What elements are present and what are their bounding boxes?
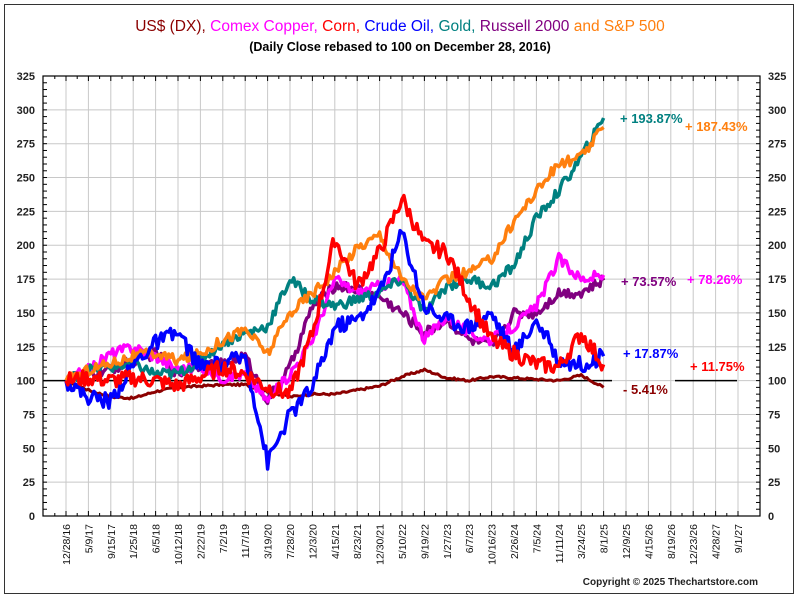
- x-tick-label: 10/12/18: [173, 524, 185, 565]
- y-tick-label-right: 325: [768, 71, 786, 83]
- y-tick-label-left: 175: [17, 274, 35, 286]
- y-tick-label-left: 300: [17, 105, 35, 117]
- y-tick-label-right: 100: [768, 376, 786, 388]
- y-tick-label-left: 200: [17, 240, 35, 252]
- y-tick-label-left: 75: [23, 409, 35, 421]
- y-tick-label-left: 225: [17, 206, 35, 218]
- x-tick-label: 2/22/19: [195, 524, 207, 559]
- x-tick-label: 12/23/26: [688, 524, 700, 565]
- title-part: Russell 2000: [479, 18, 574, 35]
- x-tick-label: 5/9/17: [83, 524, 95, 553]
- y-tick-label-left: 25: [23, 477, 35, 489]
- x-tick-label: 12/3/20: [307, 524, 319, 559]
- y-tick-label-left: 250: [17, 173, 35, 185]
- x-tick-label: 3/19/20: [263, 524, 275, 559]
- title-part: Gold,: [438, 18, 480, 35]
- x-tick-label: 1/27/23: [442, 524, 454, 559]
- y-tick-label-left: 50: [23, 443, 35, 455]
- y-tick-label-left: 150: [17, 308, 35, 320]
- y-tick-label-right: 75: [768, 409, 780, 421]
- x-tick-label: 4/15/26: [643, 524, 655, 559]
- series-line-comex-copper: [65, 251, 606, 403]
- x-tick-label: 11/11/24: [554, 524, 566, 563]
- x-tick-label: 7/5/24: [531, 524, 543, 553]
- x-tick-label: 7/2/19: [218, 524, 230, 553]
- y-tick-label-right: 50: [768, 443, 780, 455]
- y-tick-label-right: 300: [768, 105, 786, 117]
- y-tick-label-right: 175: [768, 274, 786, 286]
- chart-title: US$ (DX), Comex Copper, Corn, Crude Oil,…: [0, 18, 800, 36]
- series-line-us-dx-: [66, 367, 605, 401]
- plot-border: [42, 75, 761, 517]
- x-tick-label: 6/5/18: [151, 524, 163, 553]
- end-label-crude-oil: + 17.87%: [623, 346, 679, 361]
- x-tick-label: 9/1/27: [733, 524, 745, 553]
- y-tick-label-left: 125: [17, 342, 35, 354]
- y-tick-label-left: 0: [29, 511, 35, 523]
- x-tick-label: 1/25/18: [128, 524, 140, 559]
- chart-subtitle: (Daily Close rebased to 100 on December …: [249, 40, 551, 54]
- x-tick-label: 8/19/26: [666, 524, 678, 559]
- y-tick-label-right: 275: [768, 139, 786, 151]
- x-tick-label: 10/16/23: [487, 524, 499, 565]
- y-tick-label-right: 200: [768, 240, 786, 252]
- x-tick-label: 8/1/25: [599, 524, 611, 553]
- x-tick-label: 4/28/27: [711, 524, 723, 559]
- y-tick-label-right: 250: [768, 173, 786, 185]
- x-tick-label: 12/9/25: [621, 524, 633, 559]
- x-tick-label: 11/7/19: [240, 524, 252, 558]
- title-part: Corn,: [322, 18, 365, 35]
- x-tick-label: 9/15/17: [106, 524, 118, 559]
- end-label-gold: + 193.87%: [620, 111, 683, 126]
- x-tick-label: 12/30/21: [375, 524, 387, 565]
- series-line-gold: [64, 117, 606, 383]
- y-tick-label-right: 150: [768, 308, 786, 320]
- y-tick-label-right: 0: [768, 511, 774, 523]
- series-line-corn: [64, 193, 606, 400]
- end-label-us-dx-: - 5.41%: [623, 382, 668, 397]
- y-tick-label-right: 225: [768, 206, 786, 218]
- x-tick-label: 2/26/24: [509, 524, 521, 559]
- end-label-russell-2000: + 73.57%: [621, 274, 677, 289]
- y-tick-label-left: 275: [17, 139, 35, 151]
- series-line-russell-2000: [64, 274, 606, 406]
- x-tick-label: 9/19/22: [419, 524, 431, 559]
- title-part: Crude Oil,: [364, 18, 439, 35]
- title-part: Comex Copper,: [210, 18, 323, 35]
- end-label-corn: + 11.75%: [690, 359, 745, 374]
- chart-frame: [4, 4, 794, 594]
- y-tick-label-left: 325: [17, 71, 35, 83]
- copyright-text: Copyright © 2025 Thechartstore.com: [582, 577, 758, 588]
- end-label-s-p-500: + 187.43%: [685, 119, 748, 134]
- title-part: US$ (DX),: [135, 18, 211, 35]
- x-tick-label: 7/28/20: [285, 524, 297, 559]
- y-tick-label-right: 25: [768, 477, 780, 489]
- y-tick-label-left: 100: [17, 376, 35, 388]
- title-part: and S&P 500: [573, 18, 665, 35]
- end-label-comex-copper: + 78.26%: [687, 272, 743, 287]
- x-tick-label: 4/15/21: [330, 524, 342, 559]
- x-tick-label: 6/7/23: [464, 524, 476, 553]
- x-tick-label: 5/10/22: [397, 524, 409, 559]
- x-tick-label: 3/24/25: [576, 524, 588, 559]
- series-line-s-p-500: [64, 126, 605, 384]
- x-tick-label: 12/28/16: [61, 524, 73, 565]
- x-tick-label: 8/23/21: [352, 524, 364, 559]
- y-tick-label-right: 125: [768, 342, 786, 354]
